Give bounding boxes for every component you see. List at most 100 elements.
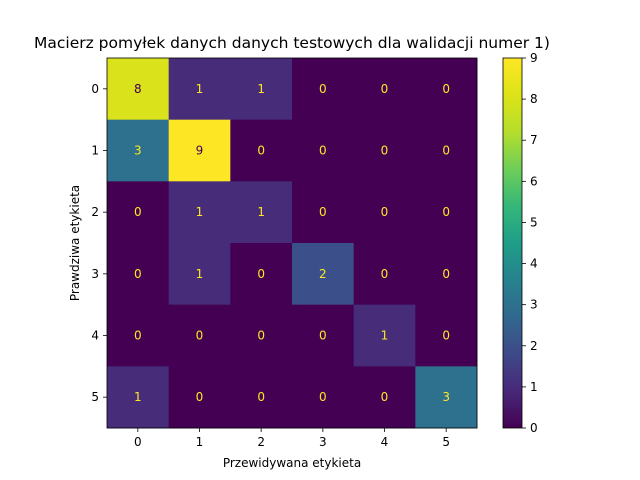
heatmap-cell-value: 0	[442, 329, 450, 343]
colorbar-tick-label: 2	[530, 339, 538, 353]
heatmap-cell	[292, 181, 355, 244]
heatmap-cell-value: 0	[381, 205, 389, 219]
heatmap-cell-value: 8	[134, 82, 142, 96]
heatmap-cell-value: 0	[319, 205, 327, 219]
colorbar-tick-label: 6	[530, 174, 538, 188]
heatmap-cell	[230, 304, 293, 367]
heatmap-cell-value: 3	[134, 144, 142, 158]
heatmap-cell	[353, 243, 416, 306]
heatmap-cell-value: 0	[319, 329, 327, 343]
heatmap-cell	[230, 243, 293, 306]
y-axis-ticks: 0 1 2 3 4 5	[91, 82, 107, 404]
heatmap-cell	[107, 366, 170, 429]
heatmap-cell	[415, 304, 478, 367]
heatmap-cell-value: 9	[196, 144, 204, 158]
heatmap-cell	[107, 304, 170, 367]
heatmap-cell-value: 0	[134, 267, 142, 281]
heatmap-cell-value: 0	[319, 390, 327, 404]
heatmap-cell-value: 1	[381, 329, 389, 343]
y-tick-label: 0	[91, 82, 99, 96]
heatmap-cell-value: 0	[257, 390, 265, 404]
heatmap-cell-value: 0	[381, 82, 389, 96]
heatmap-cell	[107, 181, 170, 244]
x-tick-label: 0	[134, 435, 142, 449]
heatmap-cell-value: 0	[134, 205, 142, 219]
heatmap-cell	[292, 366, 355, 429]
colorbar-tick-label: 8	[530, 92, 538, 106]
heatmap-cell	[168, 366, 231, 429]
heatmap-cell	[292, 119, 355, 182]
colorbar-tick-label: 9	[530, 51, 538, 65]
heatmap-cell-value: 1	[196, 267, 204, 281]
colorbar-tick-label: 1	[530, 380, 538, 394]
colorbar-tick-label: 3	[530, 298, 538, 312]
colorbar-tick-label: 7	[530, 133, 538, 147]
heatmap-cell-value: 0	[381, 267, 389, 281]
heatmap-cell-value: 0	[319, 144, 327, 158]
x-axis-ticks: 0 1 2 3 4 5	[134, 428, 450, 449]
heatmap-cell	[230, 58, 293, 121]
heatmap-cell	[168, 243, 231, 306]
heatmap-cell	[415, 119, 478, 182]
heatmap-cell-value: 0	[442, 144, 450, 158]
heatmap-cell	[292, 304, 355, 367]
x-tick-label: 5	[442, 435, 450, 449]
heatmap-cell	[107, 119, 170, 182]
heatmap-cell-value: 0	[442, 82, 450, 96]
heatmap-cell-value: 0	[319, 82, 327, 96]
heatmap-cell-value: 1	[257, 205, 265, 219]
heatmap-cell-value: 1	[134, 390, 142, 404]
heatmap-cell	[415, 58, 478, 121]
y-tick-label: 4	[91, 329, 99, 343]
heatmap-cell-value: 0	[381, 390, 389, 404]
colorbar-tick-label: 4	[530, 257, 538, 271]
heatmap-cell	[353, 304, 416, 367]
heatmap-cell	[107, 58, 170, 121]
x-tick-label: 3	[319, 435, 327, 449]
chart-title: Macierz pomyłek danych danych testowych …	[34, 34, 550, 52]
plot-frame	[106, 57, 478, 429]
heatmap-cell	[168, 304, 231, 367]
heatmap-cell	[168, 119, 231, 182]
heatmap-cell	[353, 366, 416, 429]
y-tick-label: 5	[91, 390, 99, 404]
heatmap-cell	[353, 119, 416, 182]
heatmap-cell	[230, 366, 293, 429]
heatmap-cell-value: 0	[134, 329, 142, 343]
heatmap-cell	[415, 181, 478, 244]
x-tick-label: 1	[196, 435, 204, 449]
heatmap-cell-value: 0	[257, 267, 265, 281]
heatmap-cell-value: 0	[257, 329, 265, 343]
heatmap-cell-value: 2	[319, 267, 327, 281]
y-tick-label: 2	[91, 205, 99, 219]
heatmap-cell-value: 0	[196, 390, 204, 404]
heatmap-cell	[353, 58, 416, 121]
heatmap-cell-value: 1	[196, 82, 204, 96]
heatmap-cell-value: 1	[257, 82, 265, 96]
x-tick-label: 2	[257, 435, 265, 449]
heatmap-cell-value: 0	[442, 267, 450, 281]
heatmap-cell	[168, 58, 231, 121]
heatmap-cell	[415, 243, 478, 306]
heatmap-cell-value: 3	[442, 390, 450, 404]
heatmap-cell	[292, 58, 355, 121]
heatmap-cell	[168, 181, 231, 244]
heatmap-cell	[230, 181, 293, 244]
colorbar-ticks: 0 1 2 3 4 5 6 7 8 9	[522, 51, 538, 435]
heatmap-cell-value: 0	[381, 144, 389, 158]
x-tick-label: 4	[381, 435, 389, 449]
x-axis-label: Przewidywana etykieta	[223, 456, 361, 470]
heatmap-cell-value: 0	[442, 205, 450, 219]
heatmap-cell	[415, 366, 478, 429]
heatmap-cell-value: 0	[257, 144, 265, 158]
y-tick-label: 1	[91, 144, 99, 158]
heatmap-cell	[107, 243, 170, 306]
colorbar-tick-label: 5	[530, 215, 538, 229]
heatmap-cell-value: 1	[196, 205, 204, 219]
heatmap-cells: 8 1 1 0 0 0 3 9 0 0 0 0 0 1 1 0 0 0 0 1 0 2 0 0 0 0 0 0 1 0 1 0 0 0 0 3	[107, 58, 478, 429]
colorbar	[502, 57, 523, 429]
heatmap-cell	[230, 119, 293, 182]
y-tick-label: 3	[91, 267, 99, 281]
y-axis-label: Prawdziwa etykieta	[68, 185, 82, 301]
